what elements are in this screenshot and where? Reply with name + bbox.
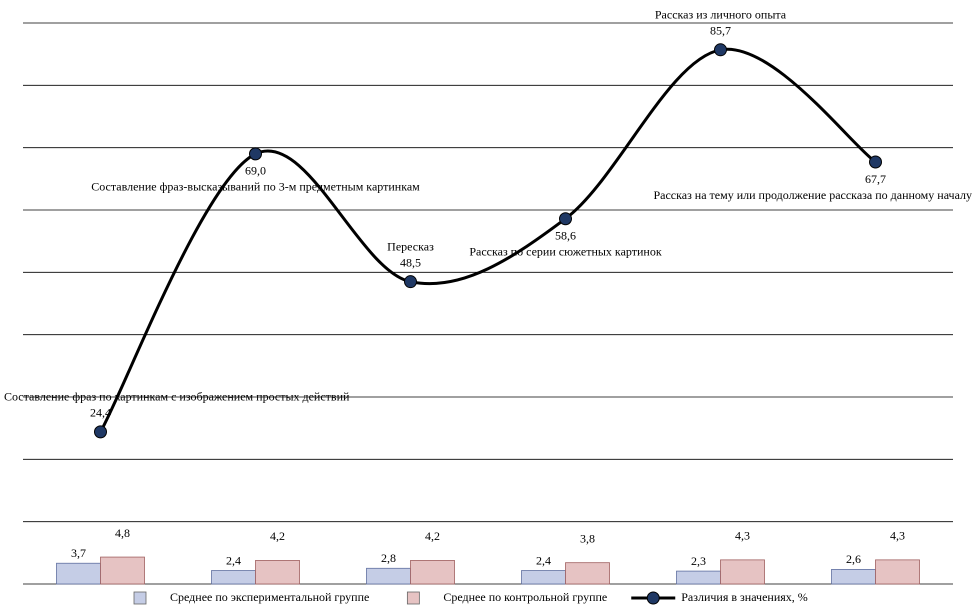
- bar-value-label: 3,8: [580, 531, 595, 545]
- point-category-label: Рассказ на тему или продолжение рассказа…: [653, 188, 972, 202]
- bar: [56, 562, 101, 585]
- bar: [255, 560, 300, 585]
- legend-label: Различия в значениях, %: [681, 590, 808, 604]
- bar-value-label: 2,4: [226, 553, 241, 567]
- bar: [410, 560, 455, 585]
- bar: [100, 556, 145, 585]
- legend-label: Среднее по контрольной группе: [443, 590, 607, 604]
- bar: [565, 562, 610, 585]
- bar: [676, 570, 721, 585]
- point-value-label: 69,0: [245, 164, 266, 178]
- point-value-label: 58,6: [555, 228, 576, 242]
- bar-value-label: 3,7: [71, 546, 86, 560]
- bar: [211, 570, 256, 585]
- legend-label: Среднее по экспериментальной группе: [170, 590, 369, 604]
- line-marker: [714, 43, 727, 57]
- line-marker: [249, 147, 262, 161]
- point-value-label: 85,7: [710, 24, 731, 38]
- legend-marker: [646, 591, 660, 605]
- line-series: [99, 47, 877, 433]
- bar: [521, 570, 566, 585]
- bar-value-label: 4,2: [270, 529, 285, 543]
- point-category-label: Составление фраз по картинкам с изображе…: [4, 390, 350, 404]
- legend-swatch: [133, 591, 147, 605]
- line-marker: [404, 275, 417, 289]
- point-category-label: Пересказ: [387, 239, 434, 253]
- point-value-label: 48,5: [400, 255, 421, 269]
- bar-value-label: 4,8: [115, 526, 130, 540]
- bar-value-label: 2,6: [846, 552, 861, 566]
- bar-value-label: 4,3: [735, 529, 750, 543]
- point-category-label: Составление фраз-высказываний по 3-м пре…: [91, 180, 420, 194]
- bar: [875, 559, 920, 585]
- bar: [831, 569, 876, 585]
- legend-swatch: [406, 591, 420, 605]
- bar-value-label: 2,3: [691, 554, 706, 568]
- bar-value-label: 2,8: [381, 551, 396, 565]
- point-category-label: Рассказ из личного опыта: [655, 8, 787, 22]
- line-marker: [94, 425, 107, 439]
- bar-value-label: 4,2: [425, 529, 440, 543]
- bar-value-label: 2,4: [536, 553, 551, 567]
- line-marker: [869, 155, 882, 169]
- bar-value-label: 4,3: [890, 529, 905, 543]
- point-value-label: 67,7: [865, 172, 886, 186]
- bar: [366, 567, 411, 585]
- line-marker: [559, 212, 572, 226]
- point-category-label: Рассказ по серии сюжетных картинок: [469, 244, 662, 258]
- point-value-label: 24,4: [90, 406, 111, 420]
- bar: [720, 559, 765, 585]
